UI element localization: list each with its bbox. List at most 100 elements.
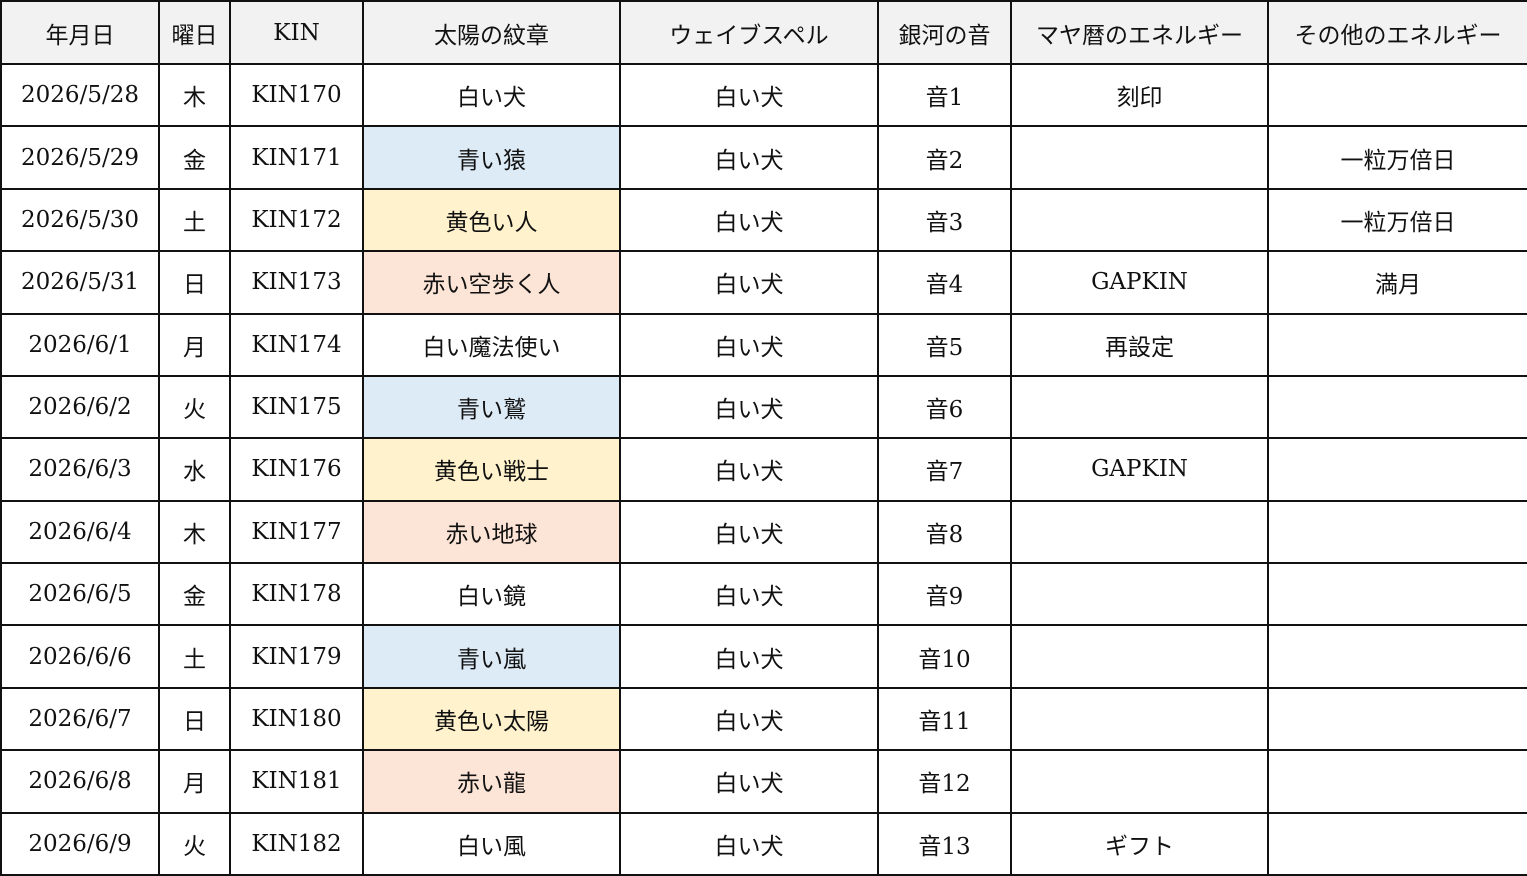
kin-cell: KIN175 bbox=[229, 374, 364, 440]
wavespell-cell: 白い犬 bbox=[619, 62, 879, 128]
table-row: 2026/5/28 木 KIN170 白い犬 白い犬 音1 刻印 bbox=[0, 62, 1527, 128]
solar-seal-cell: 赤い地球 bbox=[362, 499, 621, 565]
other-energy-cell bbox=[1267, 624, 1527, 689]
wavespell-cell: 白い犬 bbox=[619, 374, 879, 440]
wavespell-cell: 白い犬 bbox=[619, 250, 879, 315]
wavespell-cell: 白い犬 bbox=[619, 686, 879, 752]
table-row: 2026/6/8 月 KIN181 赤い龍 白い犬 音12 bbox=[0, 749, 1527, 814]
table-row: 2026/6/9 火 KIN182 白い風 白い犬 音13 ギフト bbox=[0, 811, 1527, 876]
solar-seal-cell: 黄色い太陽 bbox=[362, 686, 621, 752]
header-kin: KIN bbox=[229, 0, 364, 65]
maya-energy-cell: 刻印 bbox=[1010, 62, 1269, 128]
solar-seal-cell: 黄色い戦士 bbox=[362, 437, 621, 502]
maya-energy-cell bbox=[1010, 749, 1269, 814]
date-cell: 2026/6/7 bbox=[0, 686, 160, 752]
tone-cell: 音3 bbox=[877, 187, 1012, 253]
header-wavespell: ウェイブスペル bbox=[619, 0, 879, 65]
other-energy-cell bbox=[1267, 561, 1527, 627]
maya-energy-cell bbox=[1010, 125, 1269, 190]
weekday-cell: 金 bbox=[158, 561, 231, 627]
solar-seal-cell: 白い鏡 bbox=[362, 561, 621, 627]
other-energy-cell: 一粒万倍日 bbox=[1267, 125, 1527, 190]
weekday-cell: 金 bbox=[158, 125, 231, 190]
table-row: 2026/6/3 水 KIN176 黄色い戦士 白い犬 音7 GAPKIN bbox=[0, 437, 1527, 502]
tone-cell: 音9 bbox=[877, 561, 1012, 627]
table-row: 2026/6/1 月 KIN174 白い魔法使い 白い犬 音5 再設定 bbox=[0, 312, 1527, 377]
wavespell-cell: 白い犬 bbox=[619, 624, 879, 689]
wavespell-cell: 白い犬 bbox=[619, 811, 879, 876]
date-cell: 2026/5/31 bbox=[0, 250, 160, 315]
other-energy-cell bbox=[1267, 374, 1527, 440]
solar-seal-cell: 白い風 bbox=[362, 811, 621, 876]
solar-seal-cell: 黄色い人 bbox=[362, 187, 621, 253]
solar-seal-cell: 白い魔法使い bbox=[362, 312, 621, 377]
wavespell-cell: 白い犬 bbox=[619, 187, 879, 253]
table-row: 2026/5/29 金 KIN171 青い猿 白い犬 音2 一粒万倍日 bbox=[0, 125, 1527, 190]
maya-energy-cell bbox=[1010, 499, 1269, 565]
other-energy-cell bbox=[1267, 62, 1527, 128]
date-cell: 2026/6/1 bbox=[0, 312, 160, 377]
date-cell: 2026/6/6 bbox=[0, 624, 160, 689]
solar-seal-cell: 青い嵐 bbox=[362, 624, 621, 689]
kin-cell: KIN176 bbox=[229, 437, 364, 502]
solar-seal-cell: 青い猿 bbox=[362, 125, 621, 190]
maya-energy-cell: GAPKIN bbox=[1010, 437, 1269, 502]
table-row: 2026/5/30 土 KIN172 黄色い人 白い犬 音3 一粒万倍日 bbox=[0, 187, 1527, 253]
header-solar-seal: 太陽の紋章 bbox=[362, 0, 621, 65]
table-row: 2026/6/4 木 KIN177 赤い地球 白い犬 音8 bbox=[0, 499, 1527, 565]
wavespell-cell: 白い犬 bbox=[619, 749, 879, 814]
other-energy-cell: 満月 bbox=[1267, 250, 1527, 315]
maya-energy-cell: ギフト bbox=[1010, 811, 1269, 876]
header-date: 年月日 bbox=[0, 0, 160, 65]
other-energy-cell bbox=[1267, 312, 1527, 377]
solar-seal-cell: 赤い空歩く人 bbox=[362, 250, 621, 315]
other-energy-cell: 一粒万倍日 bbox=[1267, 187, 1527, 253]
tone-cell: 音2 bbox=[877, 125, 1012, 190]
table-row: 2026/5/31 日 KIN173 赤い空歩く人 白い犬 音4 GAPKIN 満月 bbox=[0, 250, 1527, 315]
solar-seal-cell: 白い犬 bbox=[362, 62, 621, 128]
date-cell: 2026/5/29 bbox=[0, 125, 160, 190]
date-cell: 2026/6/5 bbox=[0, 561, 160, 627]
date-cell: 2026/5/30 bbox=[0, 187, 160, 253]
other-energy-cell bbox=[1267, 811, 1527, 876]
weekday-cell: 月 bbox=[158, 749, 231, 814]
other-energy-cell bbox=[1267, 499, 1527, 565]
wavespell-cell: 白い犬 bbox=[619, 499, 879, 565]
weekday-cell: 月 bbox=[158, 312, 231, 377]
weekday-cell: 日 bbox=[158, 686, 231, 752]
weekday-cell: 木 bbox=[158, 499, 231, 565]
kin-cell: KIN177 bbox=[229, 499, 364, 565]
weekday-cell: 土 bbox=[158, 187, 231, 253]
tone-cell: 音8 bbox=[877, 499, 1012, 565]
kin-cell: KIN181 bbox=[229, 749, 364, 814]
date-cell: 2026/6/3 bbox=[0, 437, 160, 502]
wavespell-cell: 白い犬 bbox=[619, 437, 879, 502]
wavespell-cell: 白い犬 bbox=[619, 312, 879, 377]
header-row: 年月日 曜日 KIN 太陽の紋章 ウェイブスペル 銀河の音 マヤ暦のエネルギー … bbox=[0, 0, 1527, 65]
table-row: 2026/6/6 土 KIN179 青い嵐 白い犬 音10 bbox=[0, 624, 1527, 689]
solar-seal-cell: 赤い龍 bbox=[362, 749, 621, 814]
wavespell-cell: 白い犬 bbox=[619, 125, 879, 190]
maya-energy-cell bbox=[1010, 187, 1269, 253]
tone-cell: 音1 bbox=[877, 62, 1012, 128]
header-maya-energy: マヤ暦のエネルギー bbox=[1010, 0, 1269, 65]
table-row: 2026/6/7 日 KIN180 黄色い太陽 白い犬 音11 bbox=[0, 686, 1527, 752]
kin-cell: KIN174 bbox=[229, 312, 364, 377]
tone-cell: 音6 bbox=[877, 374, 1012, 440]
header-other-energy: その他のエネルギー bbox=[1267, 0, 1527, 65]
kin-cell: KIN173 bbox=[229, 250, 364, 315]
other-energy-cell bbox=[1267, 749, 1527, 814]
maya-energy-cell: 再設定 bbox=[1010, 312, 1269, 377]
maya-energy-cell bbox=[1010, 624, 1269, 689]
solar-seal-cell: 青い鷲 bbox=[362, 374, 621, 440]
kin-cell: KIN172 bbox=[229, 187, 364, 253]
date-cell: 2026/6/8 bbox=[0, 749, 160, 814]
table-row: 2026/6/5 金 KIN178 白い鏡 白い犬 音9 bbox=[0, 561, 1527, 627]
weekday-cell: 木 bbox=[158, 62, 231, 128]
tone-cell: 音12 bbox=[877, 749, 1012, 814]
kin-cell: KIN179 bbox=[229, 624, 364, 689]
date-cell: 2026/6/2 bbox=[0, 374, 160, 440]
tone-cell: 音7 bbox=[877, 437, 1012, 502]
weekday-cell: 土 bbox=[158, 624, 231, 689]
